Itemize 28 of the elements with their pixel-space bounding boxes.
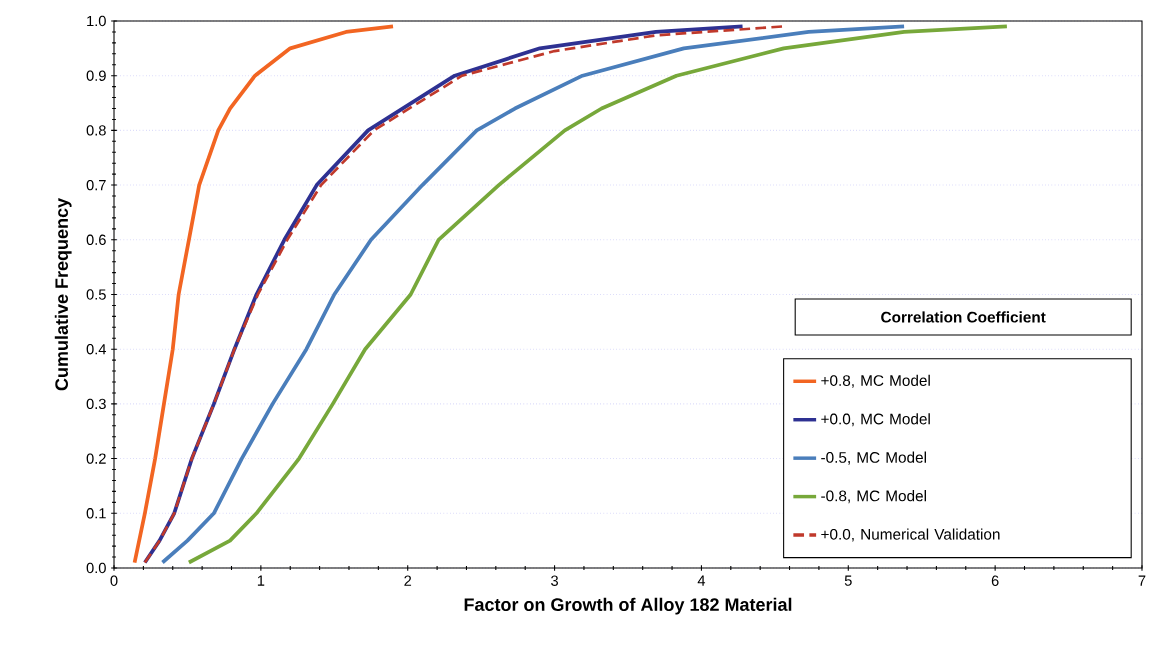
y-tick-label: 0.2 <box>86 453 106 464</box>
legend-label: -0.5, MC Model <box>821 451 926 465</box>
y-tick-label: 0.3 <box>86 398 106 410</box>
y-tick-label: 0.4 <box>86 344 107 355</box>
y-tick-label: 0.5 <box>86 289 106 300</box>
x-tick-label: 5 <box>844 575 852 586</box>
x-tick-label: 3 <box>551 575 558 586</box>
y-tick-label: 1.0 <box>87 15 106 27</box>
x-axis-title: Factor on Growth of Alloy 182 Material <box>464 597 792 615</box>
y-tick-label: 0.0 <box>86 562 106 574</box>
x-tick-label: 7 <box>1138 575 1146 586</box>
legend-label: -0.8, MC Model <box>821 490 926 504</box>
y-tick-label: 0.8 <box>86 125 106 136</box>
x-tick-label: 1 <box>257 575 265 586</box>
legend-label: +0.0, Numerical Validation <box>821 528 1000 542</box>
y-tick-label: 0.1 <box>86 508 106 519</box>
x-tick-label: 2 <box>404 575 412 586</box>
x-tick-label: 6 <box>991 575 999 586</box>
y-axis-title: Cumulative Frequency <box>54 198 72 391</box>
x-tick-label: 0 <box>110 575 118 586</box>
y-tick-label: 0.9 <box>86 70 106 81</box>
y-tick-label: 0.7 <box>86 179 106 191</box>
legend-title: Correlation Coefficient <box>881 311 1046 323</box>
legend-label: +0.0, MC Model <box>821 413 930 427</box>
y-tick-label: 0.6 <box>86 234 106 245</box>
legend-label: +0.8, MC Model <box>821 374 930 388</box>
x-tick-label: 4 <box>697 575 706 586</box>
line-series <box>132 24 395 565</box>
